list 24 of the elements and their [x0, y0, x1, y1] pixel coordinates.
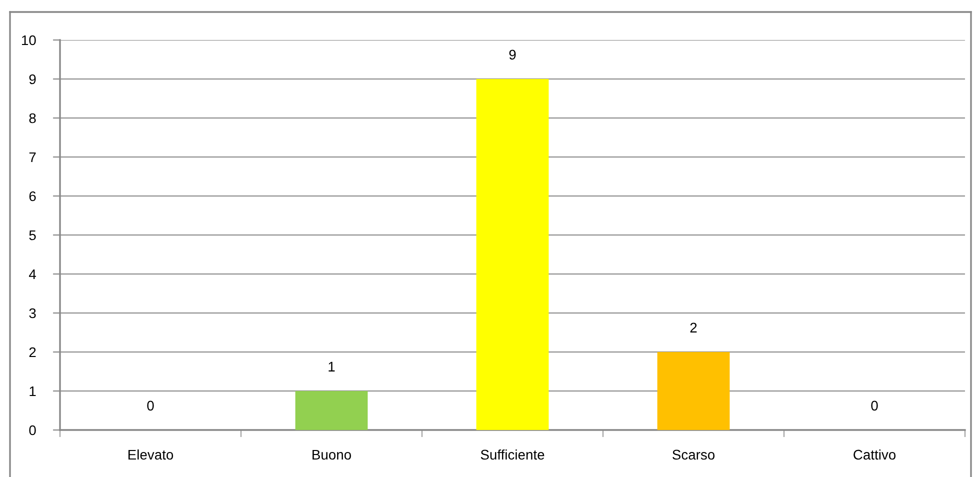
bar [295, 391, 368, 430]
data-label: 2 [690, 322, 697, 332]
y-tick-label: 8 [29, 113, 36, 124]
data-label: 9 [509, 50, 516, 60]
data-label: 0 [871, 400, 878, 411]
y-tick-label: 0 [29, 425, 36, 436]
y-tick-label: 9 [29, 74, 36, 84]
y-tick-label: 1 [30, 386, 36, 396]
x-tick-label: Elevato [128, 449, 174, 460]
x-tick-label: Scarso [672, 450, 715, 460]
data-label: 0 [147, 400, 154, 411]
y-tick-label: 2 [29, 347, 36, 358]
y-tick-label: 5 [29, 230, 36, 240]
y-tick-label: 6 [29, 191, 36, 202]
x-tick-label: Sufficiente [480, 449, 544, 460]
bar [476, 79, 549, 430]
x-tick-label: Cattivo [854, 449, 896, 460]
x-tick-label: Buono [312, 450, 351, 460]
data-label: 1 [328, 362, 335, 372]
y-tick-label: 3 [29, 308, 36, 318]
y-tick-label: 10 [22, 35, 36, 46]
bar [657, 352, 730, 430]
y-tick-label: 7 [29, 152, 36, 162]
y-tick-label: 4 [28, 269, 36, 280]
